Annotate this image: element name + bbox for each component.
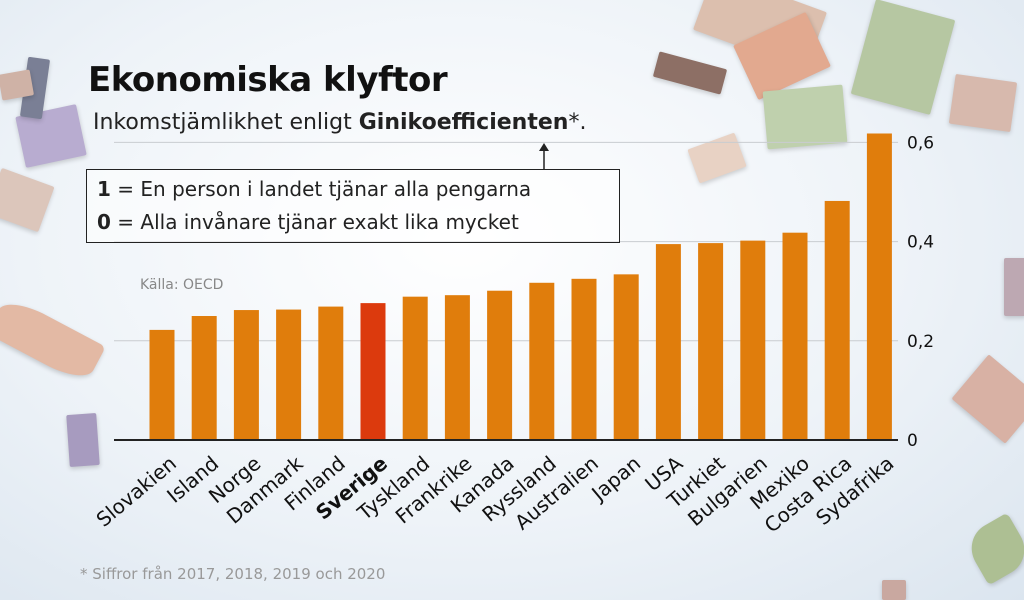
legend-text-one: = En person i landet tjänar alla pengarn… xyxy=(110,177,532,201)
bar-sydafrika xyxy=(866,133,892,440)
bar-slovakien xyxy=(149,329,175,440)
bar-bulgarien xyxy=(740,240,766,440)
bar-sverige xyxy=(360,303,386,440)
legend-key-one: 1 xyxy=(97,177,111,201)
legend-key-zero: 0 xyxy=(97,210,111,234)
bar-usa xyxy=(655,244,681,440)
chart-title: Ekonomiska klyftor xyxy=(88,60,448,100)
bar-finland xyxy=(318,306,344,440)
arrow-up-icon xyxy=(539,143,549,170)
y-tick-label: 0,4 xyxy=(907,233,934,253)
bar-japan xyxy=(613,274,639,440)
bar-ryssland xyxy=(529,282,555,440)
bar-mexiko xyxy=(782,232,808,440)
source-label: Källa: OECD xyxy=(140,277,224,293)
legend-line-zero: 0 = Alla invånare tjänar exakt lika myck… xyxy=(97,210,519,234)
bar-australien xyxy=(571,278,597,440)
bar-tyskland xyxy=(402,296,428,440)
y-tick-label: 0,2 xyxy=(907,332,934,352)
legend-line-one: 1 = En person i landet tjänar alla penga… xyxy=(97,177,531,201)
bar-frankrike xyxy=(444,295,470,440)
subtitle-prefix: Inkomstjämlikhet enligt xyxy=(93,110,359,135)
bar-kanada xyxy=(487,290,513,440)
banknote-decoration xyxy=(1004,258,1024,316)
bar-danmark xyxy=(276,309,302,440)
x-axis-labels: SlovakienIslandNorgeDanmarkFinlandSverig… xyxy=(91,451,898,538)
y-axis-tick-labels: 0 0,2 0,4 0,6 xyxy=(907,133,934,451)
subtitle-emphasis: Ginikoefficienten xyxy=(358,110,569,135)
bars xyxy=(149,133,892,440)
y-tick-label: 0,6 xyxy=(907,133,934,153)
gini-scale-legend: 1 = En person i landet tjänar alla penga… xyxy=(86,169,620,243)
subtitle-suffix: *. xyxy=(568,110,587,135)
bar-costa-rica xyxy=(824,200,850,440)
bar-island xyxy=(191,316,217,440)
y-tick-label: 0 xyxy=(907,431,918,451)
bar-turkiet xyxy=(698,243,724,440)
chart-subtitle: Inkomstjämlikhet enligt Ginikoefficiente… xyxy=(93,110,586,135)
bar-norge xyxy=(233,310,259,440)
banknote-decoration xyxy=(882,580,906,600)
footnote: * Siffror från 2017, 2018, 2019 och 2020 xyxy=(80,565,386,583)
legend-text-zero: = Alla invånare tjänar exakt lika mycket xyxy=(110,210,519,234)
